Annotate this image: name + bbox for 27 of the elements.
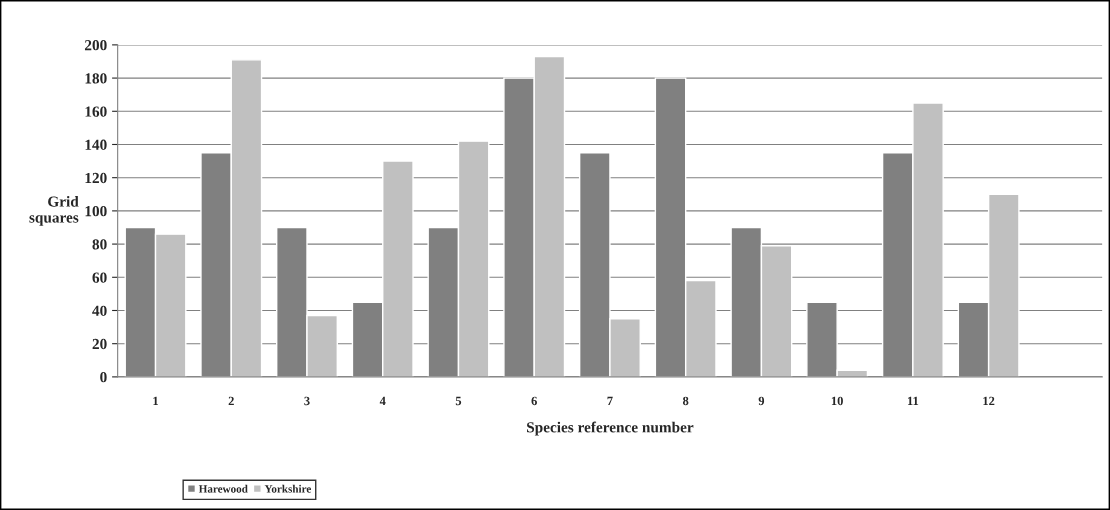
y-tick-label: 140	[85, 139, 107, 150]
x-tick-label: 9	[758, 396, 765, 406]
x-tick-label: 2	[228, 396, 234, 406]
y-tick-label: 180	[85, 73, 107, 84]
x-tick-label: 6	[531, 396, 537, 406]
x-tick-label: 8	[682, 396, 689, 406]
legend-label: Yorkshire	[264, 484, 311, 493]
x-axis-title: Species reference number	[527, 421, 694, 436]
y-tick-label: 200	[84, 40, 107, 51]
x-tick-label: 1	[153, 396, 159, 406]
y-tick-label: 20	[92, 338, 107, 350]
y-tick-label: 80	[92, 239, 107, 250]
x-tick-label: 12	[983, 396, 995, 406]
x-tick-label: 5	[455, 396, 462, 406]
y-tick-label: 0	[100, 372, 107, 383]
y-tick-label: 120	[85, 172, 107, 184]
x-tick-label: 10	[831, 396, 843, 406]
y-tick-label: 100	[85, 206, 107, 217]
x-tick-label: 11	[907, 396, 919, 406]
y-tick-label: 60	[92, 272, 107, 283]
legend-label: Harewood	[198, 484, 248, 493]
y-axis-title: Grid squares	[29, 195, 79, 226]
x-tick-label: 3	[304, 396, 310, 406]
y-tick-label: 40	[92, 305, 107, 316]
y-tick-label: 160	[85, 106, 107, 117]
x-tick-label: 4	[379, 396, 386, 406]
x-tick-label: 7	[607, 396, 613, 406]
